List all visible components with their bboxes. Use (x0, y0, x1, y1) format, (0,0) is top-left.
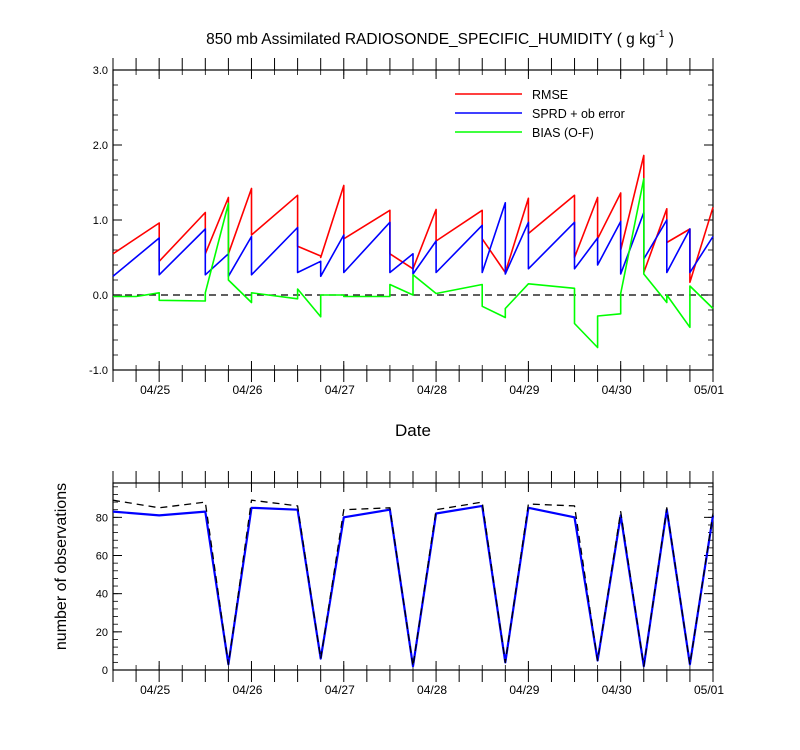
top-chart-panel: -1.0 0.0 1.0 2.0 3.0 04/25 04/26 04/27 04/28 04/2… (89, 29, 724, 440)
used-observations-line (112, 504, 715, 668)
x-tick-label: 05/01 (694, 383, 724, 397)
chart-title-suffix: ) (664, 31, 673, 48)
x-tick-label: 04/26 (232, 683, 262, 697)
y-tick-label: 0.0 (93, 290, 108, 302)
chart-title: 850 mb Assimilated RADIOSONDE_SPECIFIC_H… (206, 29, 674, 48)
y-tick-label: 2.0 (93, 140, 108, 152)
x-tick-label: 04/28 (417, 683, 447, 697)
x-tick-label: 04/28 (417, 383, 447, 397)
y-tick-label: 60 (96, 551, 108, 563)
x-tick-label: 04/30 (602, 683, 632, 697)
x-tick-label: 04/29 (509, 683, 539, 697)
y-tick-label: 40 (96, 589, 108, 601)
legend-label: SPRD + ob error (532, 107, 625, 121)
legend-label: BIAS (O-F) (532, 126, 594, 140)
chart-title-exponent: -1 (655, 29, 664, 40)
x-tick-label: 04/26 (232, 383, 262, 397)
x-tick-label: 04/29 (509, 383, 539, 397)
y-tick-label: 20 (96, 627, 108, 639)
legend-label: RMSE (532, 88, 568, 102)
x-tick-label: 05/01 (694, 683, 724, 697)
x-tick-label: 04/27 (325, 683, 355, 697)
y-tick-label: 0 (102, 665, 108, 677)
x-tick-label: 04/25 (140, 683, 170, 697)
rmse-line (112, 154, 714, 284)
bias-o-f-line (113, 178, 714, 349)
bottom-chart-panel: 0 20 40 60 80 04/25 04/26 04/27 04/28 04/29 04/30 0… (53, 471, 724, 697)
possible-observations-line (112, 499, 714, 667)
y-tick-label: -1.0 (89, 365, 108, 377)
x-tick-label: 04/27 (325, 383, 355, 397)
y-tick-label: 80 (96, 512, 108, 524)
y-tick-label: 1.0 (93, 215, 108, 227)
y-axis-label: number of observations (53, 483, 70, 650)
sprd-ob-error-line (112, 202, 714, 278)
x-tick-label: 04/25 (140, 383, 170, 397)
chart-title-main: 850 mb Assimilated RADIOSONDE_SPECIFIC_H… (206, 31, 655, 48)
x-tick-label: 04/30 (602, 383, 632, 397)
y-tick-label: 3.0 (93, 65, 108, 77)
x-axis-label: Date (395, 421, 431, 440)
